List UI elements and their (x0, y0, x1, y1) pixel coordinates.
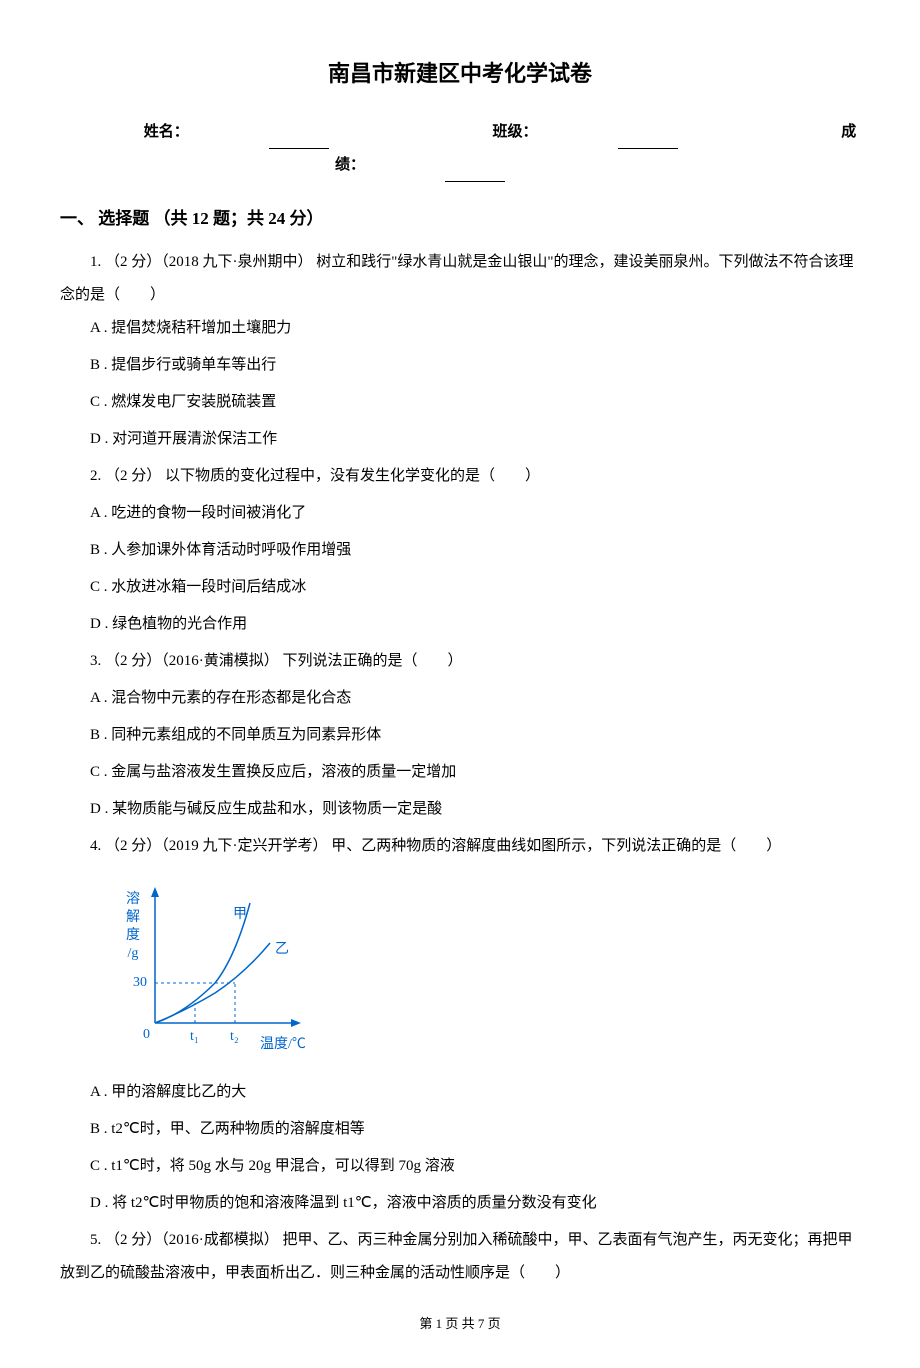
svg-text:0: 0 (143, 1027, 150, 1042)
q3-option-c: C . 金属与盐溶液发生置换反应后，溶液的质量一定增加 (60, 756, 860, 789)
q4-stem: 4. （2 分）（2019 九下·定兴开学考） 甲、乙两种物质的溶解度曲线如图所… (60, 830, 860, 863)
q3-stem: 3. （2 分）（2016·黄浦模拟） 下列说法正确的是（ ） (60, 645, 860, 678)
score-blank (445, 181, 505, 182)
q1-option-c: C . 燃煤发电厂安装脱硫装置 (60, 386, 860, 419)
class-field: 班级： (452, 124, 717, 140)
q1-stem: 1. （2 分）（2018 九下·泉州期中） 树立和践行"绿水青山就是金山银山"… (60, 246, 860, 312)
q4-option-b: B . t2℃时，甲、乙两种物质的溶解度相等 (60, 1113, 860, 1146)
section-1-heading: 一、 选择题 （共 12 题；共 24 分） (60, 200, 860, 237)
svg-text:解: 解 (126, 909, 140, 925)
svg-text:温度/℃: 温度/℃ (260, 1036, 305, 1052)
svg-text:甲: 甲 (233, 907, 247, 922)
q2-option-a: A . 吃进的食物一段时间被消化了 (60, 497, 860, 530)
name-field: 姓名： (104, 124, 369, 140)
q3-option-a: A . 混合物中元素的存在形态都是化合态 (60, 682, 860, 715)
svg-text:乙: 乙 (275, 941, 289, 957)
q4-figure: 溶解度/g 温度/℃ 0 30 t₁ t₂ 甲乙 (105, 873, 860, 1066)
q5-stem: 5. （2 分）（2016·成都模拟） 把甲、乙、丙三种金属分别加入稀硫酸中，甲… (60, 1224, 860, 1290)
name-blank (269, 148, 329, 149)
q4-option-d: D . 将 t2℃时甲物质的饱和溶液降温到 t1℃，溶液中溶质的质量分数没有变化 (60, 1187, 860, 1220)
q4-option-a: A . 甲的溶解度比乙的大 (60, 1076, 860, 1109)
solubility-chart: 溶解度/g 温度/℃ 0 30 t₁ t₂ 甲乙 (105, 873, 305, 1053)
svg-text:t₁: t₁ (190, 1029, 199, 1044)
svg-text:溶: 溶 (126, 891, 140, 907)
q1-option-a: A . 提倡焚烧秸秆增加土壤肥力 (60, 312, 860, 345)
class-blank (618, 148, 678, 149)
q1-option-b: B . 提倡步行或骑单车等出行 (60, 349, 860, 382)
q1-option-d: D . 对河道开展清淤保洁工作 (60, 423, 860, 456)
student-info-row: 姓名： 班级： 成绩： (60, 116, 860, 182)
svg-text:30: 30 (133, 975, 147, 990)
q2-option-d: D . 绿色植物的光合作用 (60, 608, 860, 641)
svg-text:度: 度 (126, 927, 140, 943)
svg-text:/g: /g (128, 946, 139, 961)
q3-option-d: D . 某物质能与碱反应生成盐和水，则该物质一定是酸 (60, 793, 860, 826)
exam-title: 南昌市新建区中考化学试卷 (60, 50, 860, 98)
q2-option-b: B . 人参加课外体育活动时呼吸作用增强 (60, 534, 860, 567)
svg-text:t₂: t₂ (230, 1029, 239, 1044)
q3-option-b: B . 同种元素组成的不同单质互为同素异形体 (60, 719, 860, 752)
page-footer: 第 1 页 共 7 页 (60, 1310, 860, 1339)
q4-option-c: C . t1℃时，将 50g 水与 20g 甲混合，可以得到 70g 溶液 (60, 1150, 860, 1183)
q2-stem: 2. （2 分） 以下物质的变化过程中，没有发生化学变化的是（ ） (60, 460, 860, 493)
q2-option-c: C . 水放进冰箱一段时间后结成冰 (60, 571, 860, 604)
